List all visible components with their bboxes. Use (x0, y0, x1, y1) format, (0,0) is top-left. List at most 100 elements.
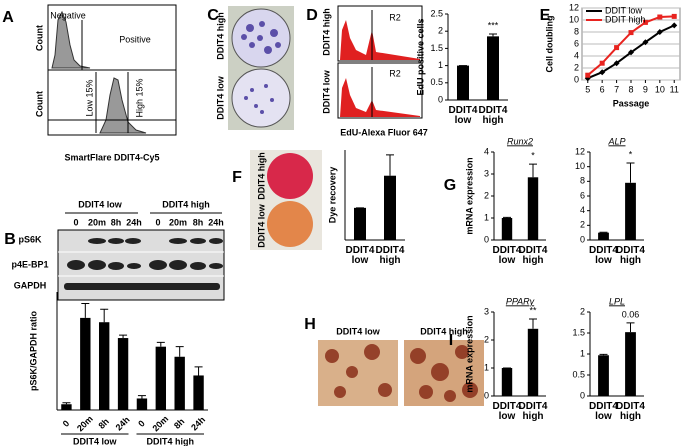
image-label: DDIT4 high (420, 326, 468, 336)
subplot-title: PPARγ (506, 296, 535, 306)
y-tick-label: 1 (580, 348, 585, 358)
y-axis-label: mRNA expression (464, 315, 474, 392)
micrographs (318, 340, 484, 406)
subplot-title: LPL (609, 296, 625, 306)
gate-label: High 15% (134, 78, 144, 117)
edu-histograms (337, 5, 423, 119)
bar (457, 65, 469, 100)
time-label: 0 (73, 217, 78, 227)
legend-label: DDIT high (605, 14, 645, 24)
gate-label: Negative (50, 10, 86, 20)
stained-dishes (250, 150, 322, 250)
x-tick-label: DDIT4 low (345, 245, 375, 266)
time-label: 24h (126, 217, 142, 227)
x-tick-label: 24h (189, 415, 207, 433)
y-tick-label: 2 (580, 306, 585, 316)
error-bar (194, 366, 203, 376)
subplot-title: ALP (607, 136, 625, 146)
x-tick-label: 8h (96, 416, 111, 431)
bar (193, 375, 204, 410)
group-label: DDIT4 high (162, 199, 210, 209)
axis-label: EdU-Alexa Fluor 647 (340, 127, 428, 137)
x-tick-label: DDIT4 high (616, 401, 645, 422)
x-tick-label: DDIT4 low (492, 245, 522, 266)
row-label: pS6K (18, 234, 42, 244)
bar (598, 355, 609, 396)
bar (527, 177, 539, 240)
error-bar (386, 154, 394, 176)
panel-letter: G (444, 177, 456, 194)
x-tick-label: 8 (628, 84, 633, 94)
y-axis-label: EdU positive cells (415, 18, 425, 95)
row-label: DDIT4 low (215, 75, 225, 120)
error-bar (175, 346, 184, 357)
bar (384, 175, 396, 240)
y-tick-label: 0 (438, 94, 443, 104)
x-tick-label: 10 (655, 84, 665, 94)
point (614, 45, 620, 51)
error-bar (137, 395, 146, 399)
bar (501, 218, 513, 240)
error-bar (62, 402, 71, 405)
point (613, 60, 620, 67)
y-tick-label: 4 (484, 146, 489, 156)
y-tick-label: 0 (574, 74, 579, 84)
row-label: p4E-BP1 (11, 259, 48, 269)
bar (136, 398, 148, 410)
x-tick-label: DDIT4 high (518, 245, 548, 266)
row-label: DDIT4 high (256, 152, 266, 200)
significance: 0.06 (622, 309, 640, 319)
x-tick-label: 0 (61, 418, 72, 429)
y-tick-label: 0.5 (572, 369, 585, 379)
flow-histograms (47, 4, 177, 136)
time-label: 20m (169, 217, 187, 227)
panel-letter: B (4, 231, 16, 248)
row-label: DDIT4 high (321, 8, 331, 56)
y-tick-label: 0 (484, 234, 489, 244)
y-tick-label: 0 (580, 234, 585, 244)
x-tick-label: 0 (136, 418, 147, 429)
panel-letter: A (2, 9, 14, 26)
x-tick-label: DDIT4 high (478, 105, 508, 126)
y-tick-label: 0 (484, 390, 489, 400)
error-bar (119, 334, 128, 339)
y-tick-label: 2 (574, 62, 579, 72)
significance: ** (529, 305, 537, 315)
point (599, 60, 605, 66)
bar (98, 322, 110, 410)
y-tick-label: 0.5 (430, 77, 443, 87)
time-label: 8h (193, 217, 204, 227)
y-tick-label: 8 (580, 176, 585, 186)
axis-label: SmartFlare DDIT4-Cy5 (64, 152, 159, 162)
panel-letter: E (540, 7, 551, 24)
panel-letter: C (207, 7, 219, 24)
y-tick-label: 2 (484, 190, 489, 200)
y-tick-label: 8 (574, 26, 579, 36)
axis-label: Count (34, 91, 44, 117)
image-label: DDIT4 low (336, 326, 381, 336)
x-tick-label: 24h (114, 415, 132, 433)
x-tick-label: 5 (585, 84, 590, 94)
x-tick-label: DDIT4 high (616, 245, 645, 266)
point (656, 29, 663, 35)
bar (501, 368, 513, 396)
gate-label: R2 (389, 12, 401, 22)
panel-letter: D (306, 7, 318, 24)
bar (625, 182, 636, 240)
error-bar (529, 163, 537, 178)
y-tick-label: 10 (575, 161, 585, 171)
y-tick-label: 1 (484, 212, 489, 222)
y-axis-label: Dye recovery (327, 167, 337, 224)
group-label: DDIT4 low (73, 436, 118, 446)
y-tick-label: 3 (484, 168, 489, 178)
bar (155, 346, 167, 410)
axis-label: Count (34, 25, 44, 51)
point (657, 14, 663, 20)
error-bar (100, 308, 109, 323)
x-tick-label: 20m (75, 414, 95, 434)
gate-label: Low 15% (84, 79, 94, 116)
time-label: 24h (208, 217, 224, 227)
x-tick-label: 9 (643, 84, 648, 94)
